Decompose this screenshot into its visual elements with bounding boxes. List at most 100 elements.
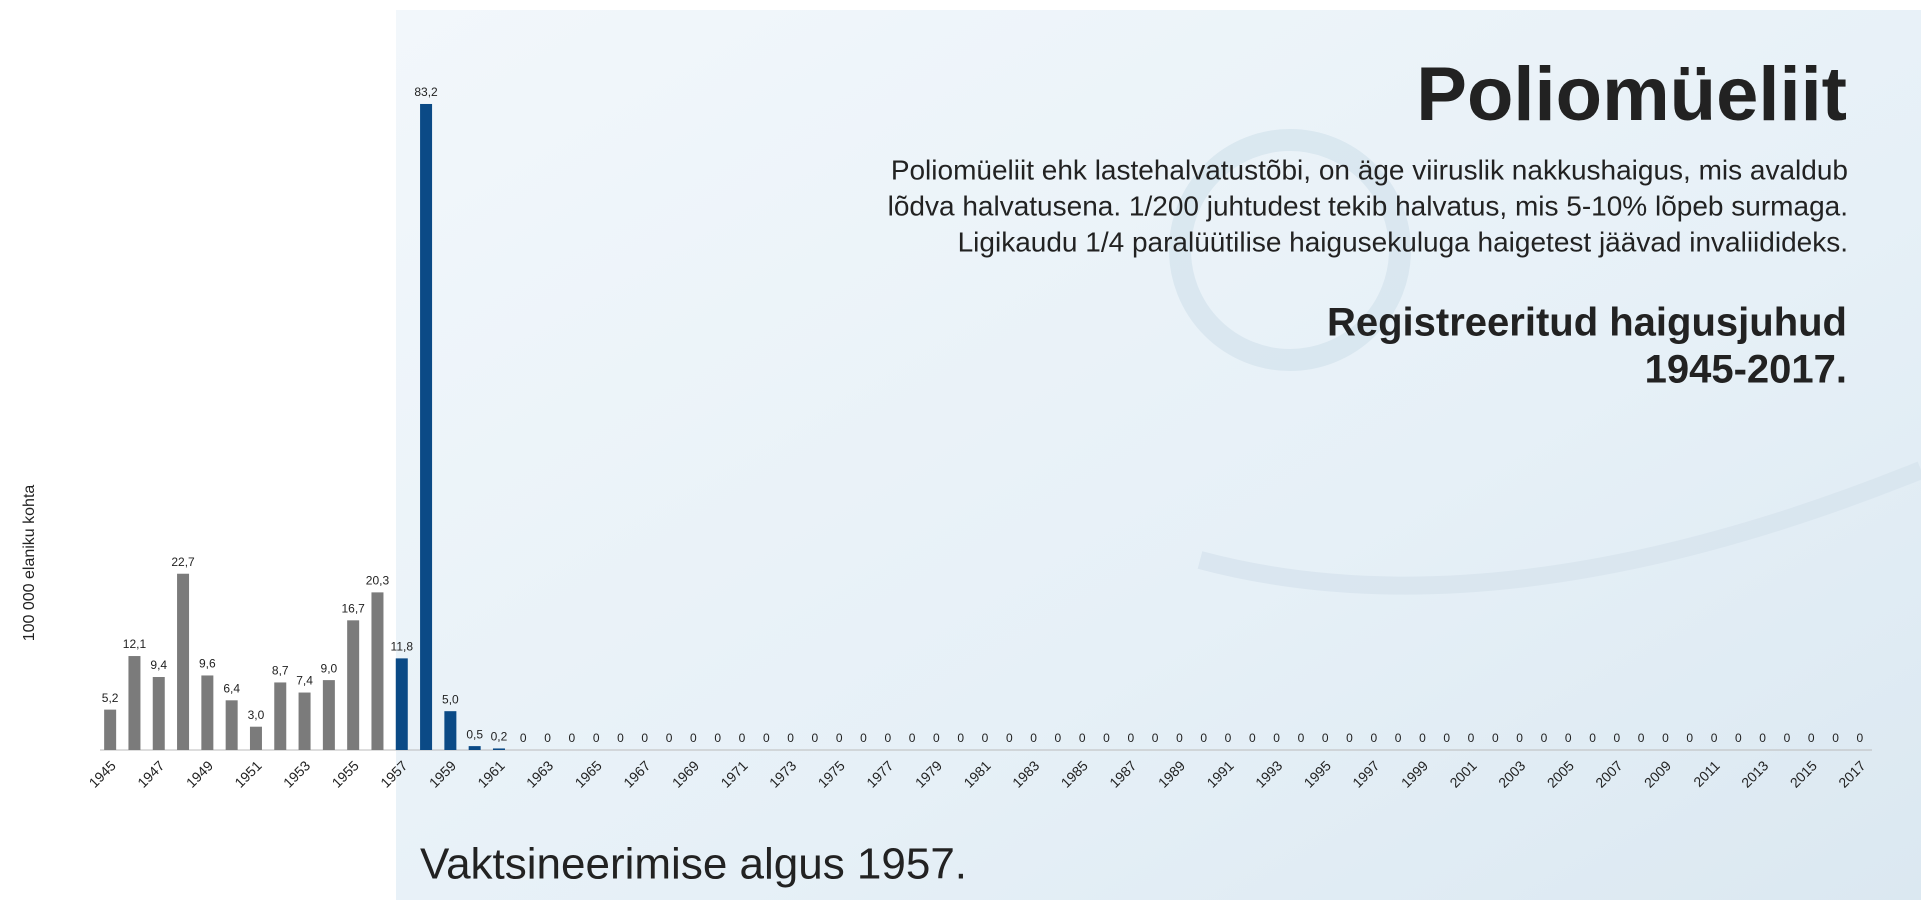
bar <box>371 592 383 750</box>
value-label: 0 <box>957 731 964 745</box>
value-label: 0 <box>1273 731 1280 745</box>
bar <box>396 658 408 750</box>
description: lõdva halvatusena. 1/200 juhtudest tekib… <box>888 190 1848 221</box>
x-tick-label: 1945 <box>86 757 119 790</box>
bar <box>323 680 335 750</box>
bar <box>128 656 140 750</box>
value-label: 0 <box>1541 731 1548 745</box>
bar <box>201 675 213 750</box>
value-label: 0 <box>1370 731 1377 745</box>
value-label: 22,7 <box>171 555 195 569</box>
value-label: 0 <box>617 731 624 745</box>
value-label: 0 <box>836 731 843 745</box>
bar <box>493 748 505 750</box>
value-label: 0 <box>714 731 721 745</box>
value-label: 0 <box>569 731 576 745</box>
value-label: 0 <box>1711 731 1718 745</box>
description: Poliomüeliit ehk lastehalvatustõbi, on ä… <box>891 154 1848 185</box>
bar <box>177 574 189 750</box>
value-label: 0 <box>1443 731 1450 745</box>
value-label: 0 <box>1249 731 1256 745</box>
value-label: 0 <box>1225 731 1232 745</box>
value-label: 0 <box>1589 731 1596 745</box>
subtitle: 1945-2017. <box>1645 348 1847 392</box>
value-label: 0 <box>1127 731 1134 745</box>
value-label: 5,0 <box>442 692 459 706</box>
value-label: 0 <box>1176 731 1183 745</box>
value-label: 6,4 <box>223 681 240 695</box>
bar <box>469 746 481 750</box>
bar <box>250 727 262 750</box>
value-label: 0 <box>812 731 819 745</box>
value-label: 0 <box>1468 731 1475 745</box>
value-label: 0 <box>1079 731 1086 745</box>
value-label: 5,2 <box>102 691 119 705</box>
value-label: 7,4 <box>296 674 313 688</box>
panel-background <box>396 10 1921 900</box>
value-label: 0 <box>593 731 600 745</box>
bar <box>274 682 286 750</box>
value-label: 20,3 <box>366 574 390 588</box>
value-label: 0 <box>763 731 770 745</box>
value-label: 0 <box>1759 731 1766 745</box>
chart: Poliomüeliit Poliomüeliit ehk lastehalva… <box>0 0 1921 900</box>
subtitle: Registreeritud haigusjuhud <box>1327 301 1847 345</box>
value-label: 0,5 <box>466 727 483 741</box>
value-label: 0 <box>739 731 746 745</box>
value-label: 3,0 <box>248 708 265 722</box>
value-label: 16,7 <box>341 602 365 616</box>
value-label: 0 <box>1055 731 1062 745</box>
value-label: 0 <box>1662 731 1669 745</box>
value-label: 0 <box>1152 731 1159 745</box>
value-label: 0 <box>1638 731 1645 745</box>
value-label: 0 <box>520 731 527 745</box>
value-label: 0 <box>1298 731 1305 745</box>
x-tick-label: 1953 <box>280 757 313 790</box>
value-label: 0 <box>1516 731 1523 745</box>
x-tick-label: 1949 <box>183 757 216 790</box>
value-label: 0 <box>1419 731 1426 745</box>
value-label: 0 <box>1200 731 1207 745</box>
bar <box>444 711 456 750</box>
value-label: 83,2 <box>414 85 438 99</box>
value-label: 9,0 <box>321 661 338 675</box>
value-label: 0 <box>982 731 989 745</box>
value-label: 0 <box>666 731 673 745</box>
value-label: 0 <box>1103 731 1110 745</box>
x-tick-label: 1951 <box>231 757 264 790</box>
value-label: 0 <box>1395 731 1402 745</box>
value-label: 0 <box>1030 731 1037 745</box>
x-tick-label: 1947 <box>134 757 167 790</box>
note: Vaktsineerimise algus 1957. <box>420 840 967 889</box>
value-label: 0 <box>1613 731 1620 745</box>
value-label: 0 <box>909 731 916 745</box>
value-label: 0 <box>1808 731 1815 745</box>
value-label: 0 <box>1492 731 1499 745</box>
value-label: 0 <box>1322 731 1329 745</box>
value-label: 12,1 <box>123 637 147 651</box>
value-label: 0 <box>860 731 867 745</box>
bar <box>299 693 311 750</box>
value-label: 9,4 <box>150 658 167 672</box>
bar <box>347 620 359 750</box>
value-label: 11,8 <box>391 640 414 654</box>
bar <box>153 677 165 750</box>
x-tick-label: 1955 <box>329 757 362 790</box>
title: Poliomüeliit <box>1416 52 1847 137</box>
value-label: 0 <box>690 731 697 745</box>
value-label: 0 <box>933 731 940 745</box>
value-label: 0 <box>544 731 551 745</box>
value-label: 0 <box>884 731 891 745</box>
value-label: 0 <box>641 731 648 745</box>
value-label: 0,2 <box>491 730 508 744</box>
value-label: 0 <box>1565 731 1572 745</box>
bar <box>226 700 238 750</box>
value-label: 0 <box>787 731 794 745</box>
value-label: 0 <box>1784 731 1791 745</box>
value-label: 0 <box>1346 731 1353 745</box>
y-axis-label: 100 000 elaniku kohta <box>21 485 38 642</box>
description: Ligikaudu 1/4 paralüütilise haigusekulug… <box>958 226 1848 257</box>
value-label: 0 <box>1006 731 1013 745</box>
value-label: 8,7 <box>272 664 289 678</box>
value-label: 0 <box>1735 731 1742 745</box>
